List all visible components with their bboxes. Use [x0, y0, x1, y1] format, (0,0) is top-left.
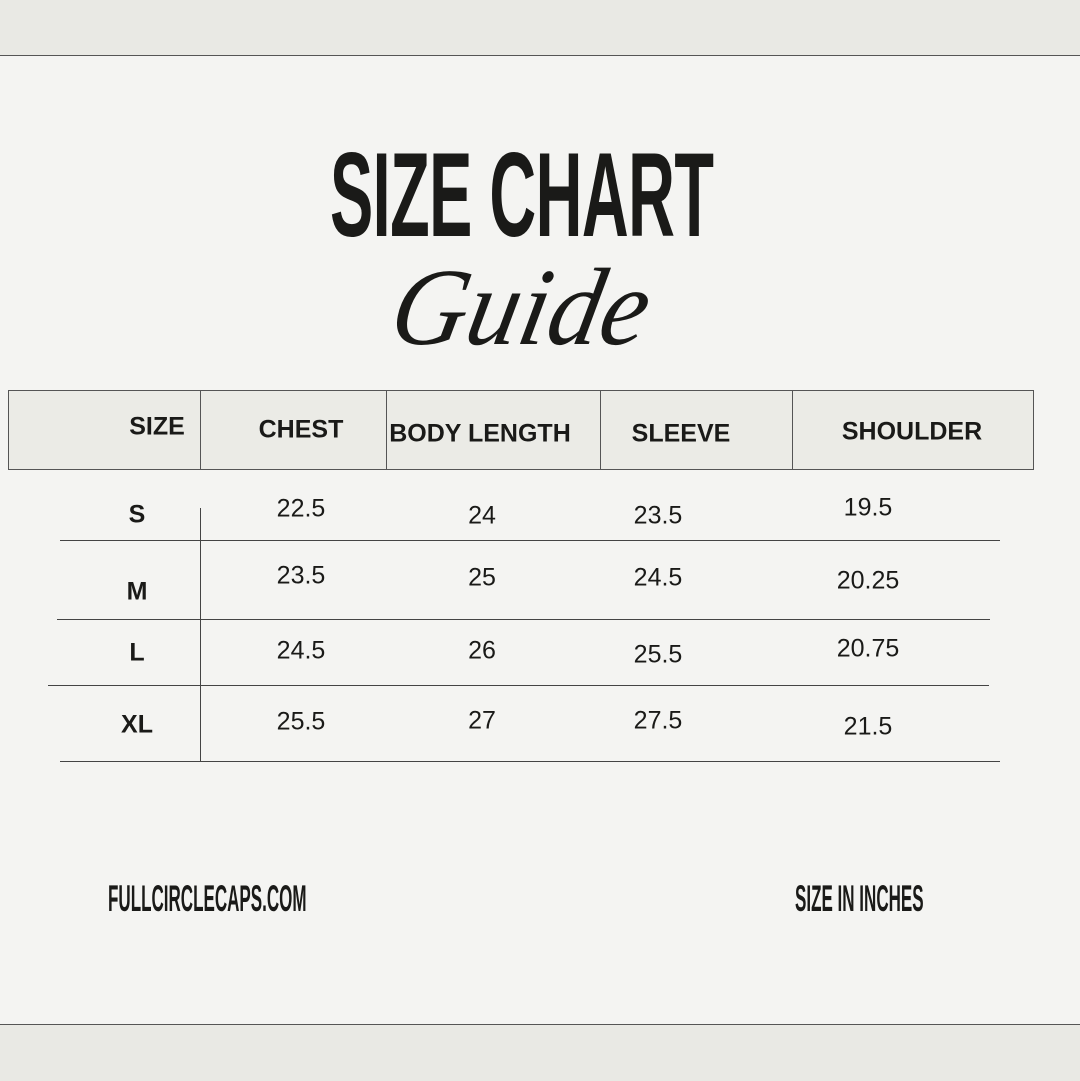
measurement-cell: 19.5 [843, 493, 893, 522]
measurement-cell: 25 [468, 563, 496, 592]
measurement-cell: 26 [468, 636, 496, 665]
measurement-cell: 22.5 [276, 494, 326, 523]
measurement-cell: 20.25 [836, 566, 900, 595]
row-divider [60, 540, 1000, 541]
header-cell [8, 390, 201, 470]
measurement-cell: 24.5 [633, 563, 683, 592]
measurement-cell: 25.5 [633, 640, 683, 669]
column-header: SHOULDER [841, 417, 983, 446]
column-header: CHEST [258, 415, 344, 444]
column-divider [200, 508, 201, 761]
size-label: L [129, 638, 145, 667]
column-header: BODY LENGTH [389, 419, 571, 448]
bottom-band [0, 1024, 1080, 1081]
column-header: SIZE [129, 412, 185, 441]
measurement-cell: 27 [468, 706, 496, 735]
size-label: XL [121, 710, 153, 739]
size-label: M [126, 577, 148, 606]
measurement-cell: 27.5 [633, 706, 683, 735]
header-cell [600, 390, 793, 470]
header-cell [386, 390, 601, 470]
measurement-cell: 25.5 [276, 707, 326, 736]
top-band [0, 0, 1080, 56]
unit-note: SIZE IN INCHES [795, 878, 924, 919]
measurement-cell: 20.75 [836, 634, 900, 663]
row-divider [60, 761, 1000, 762]
measurement-cell: 24.5 [276, 636, 326, 665]
row-divider [48, 685, 989, 686]
page-title: SIZE CHART [330, 128, 750, 262]
header-cell [792, 390, 1034, 470]
title-main: SIZE CHART [330, 128, 714, 262]
measurement-cell: 21.5 [843, 712, 893, 741]
title-script: Guide [381, 246, 662, 368]
column-header: SLEEVE [631, 419, 731, 448]
measurement-cell: 23.5 [633, 501, 683, 530]
measurement-cell: 24 [468, 501, 496, 530]
size-label: S [128, 500, 146, 529]
header-cell [200, 390, 387, 470]
website-label: FULLCIRCLECAPS.COM [108, 878, 307, 919]
row-divider [57, 619, 990, 620]
measurement-cell: 23.5 [276, 561, 326, 590]
